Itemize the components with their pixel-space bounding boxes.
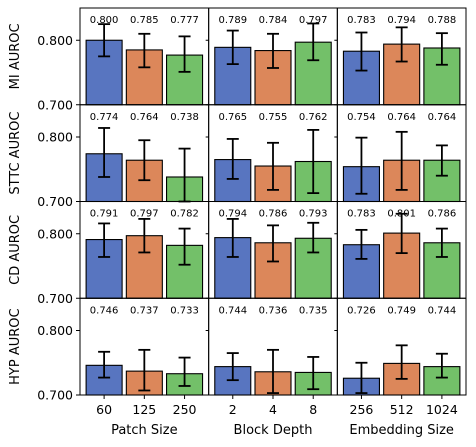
x-tick-label: 512 [390,402,414,417]
value-label: 0.736 [259,305,288,316]
x-axis-label: Patch Size [111,423,178,438]
panel-r3-c0: 0.746 0.737 0.733 [85,305,204,396]
y-axis-label: CD AUROC [8,215,23,285]
value-label: 0.749 [387,305,416,316]
y-tick-label: 0.700 [37,97,73,112]
value-label: 0.794 [387,15,416,26]
value-label: 0.782 [170,209,199,220]
x-tick-label: 256 [350,402,374,417]
value-label: 0.777 [170,15,199,26]
panel-r3-c2: 0.726 0.749 0.744 [342,305,461,396]
value-label: 0.785 [130,15,159,26]
y-tick-label: 0.800 [37,130,73,145]
value-label: 0.783 [347,15,376,26]
y-tick-label: 0.800 [37,226,73,241]
value-label: 0.735 [299,305,328,316]
value-label: 0.764 [130,112,159,123]
x-tick-label: 125 [132,402,156,417]
value-label: 0.764 [428,112,457,123]
panel-r0-c0: 0.800 0.785 0.777 [85,15,204,106]
panel-r1-c2: 0.754 0.764 0.764 [342,112,461,203]
value-label: 0.746 [90,305,119,316]
value-label: 0.774 [90,112,119,123]
value-label: 0.738 [170,112,199,123]
y-tick-label: 0.700 [37,388,73,403]
panel-r0-c2: 0.783 0.794 0.788 [342,15,461,106]
y-tick-label: 0.800 [37,33,73,48]
x-tick-label: 4 [269,402,277,417]
value-label: 0.744 [428,305,457,316]
y-tick-label: 0.700 [37,291,73,306]
value-label: 0.783 [347,209,376,220]
value-label: 0.733 [170,305,199,316]
value-label: 0.765 [218,112,247,123]
value-label: 0.786 [428,209,457,220]
value-label: 0.744 [218,305,247,316]
value-label: 0.797 [130,209,159,220]
x-tick-label: 8 [309,402,317,417]
value-label: 0.755 [259,112,288,123]
x-tick-label: 1024 [426,402,458,417]
panel-r0-c1: 0.789 0.784 0.797 [214,15,332,106]
value-label: 0.754 [347,112,376,123]
value-label: 0.786 [259,209,288,220]
y-axis-label: HYP AUROC [8,308,23,384]
x-axis-label: Embedding Size [349,423,454,438]
panel-r2-c1: 0.794 0.786 0.793 [214,209,332,299]
value-label: 0.793 [299,209,328,220]
x-axis-label: Block Depth [234,423,313,438]
value-label: 0.784 [259,15,288,26]
value-label: 0.801 [387,209,416,220]
value-label: 0.794 [218,209,247,220]
value-label: 0.797 [299,15,328,26]
value-label: 0.726 [347,305,376,316]
value-label: 0.789 [218,15,247,26]
panel-r1-c1: 0.765 0.755 0.762 [214,112,332,203]
x-tick-label: 2 [229,402,237,417]
y-tick-label: 0.800 [37,323,73,338]
value-label: 0.788 [428,15,457,26]
y-axis-label: MI AUROC [8,23,23,89]
value-label: 0.737 [130,305,159,316]
x-tick-label: 250 [173,402,197,417]
panel-r3-c1: 0.744 0.736 0.735 [214,305,332,396]
y-axis-label: STTC AUROC [8,112,23,195]
panel-r1-c0: 0.774 0.764 0.738 [85,112,204,203]
value-label: 0.762 [299,112,328,123]
panel-r2-c0: 0.791 0.797 0.782 [85,209,204,299]
value-label: 0.791 [90,209,119,220]
panel-r2-c2: 0.783 0.801 0.786 [342,209,461,299]
y-tick-label: 0.700 [37,194,73,209]
value-label: 0.764 [387,112,416,123]
value-label: 0.800 [90,15,119,26]
x-tick-label: 60 [96,402,112,417]
